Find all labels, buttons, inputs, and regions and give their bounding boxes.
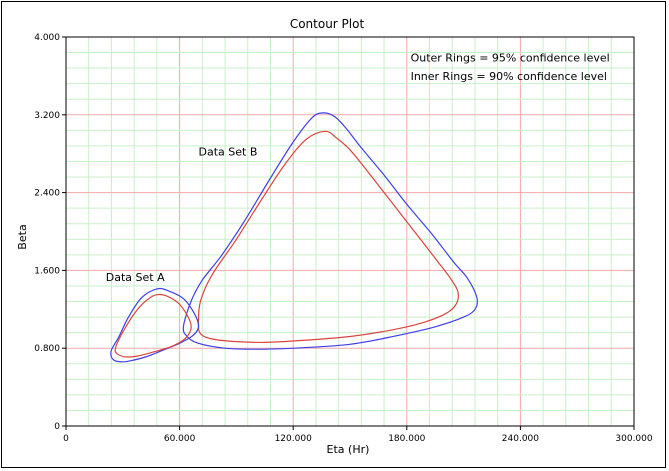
x-tick-label: 240.000 [502,434,539,444]
y-tick-label: 2.400 [34,189,60,199]
x-tick-label: 0 [63,434,69,444]
x-tick-label: 120.000 [275,434,312,444]
chart-annotation: Data Set A [106,271,165,284]
y-tick-label: 4.000 [34,33,60,43]
chart-annotation: Data Set B [199,146,258,159]
contour-set-a-outer-95 [110,287,200,363]
x-tick-label: 180.000 [388,434,425,444]
y-tick-label: 1.600 [34,266,60,276]
y-tick-label: 0.800 [34,344,60,354]
contour-set-b-outer-95 [182,112,479,350]
y-tick-label: 3.200 [34,111,60,121]
chart-annotation: Outer Rings = 95% confidence level [411,51,610,64]
chart-annotation: Inner Rings = 90% confidence level [411,70,607,83]
x-axis-label: Eta (Hr) [327,443,370,456]
contour-set-b-inner-90 [197,130,459,344]
x-tick-label: 300.000 [615,434,652,444]
contour-set-a-inner-90 [114,293,192,358]
y-axis-label: Beta [16,224,29,249]
chart-title: Contour Plot [290,17,365,31]
plot-area-border [65,36,635,427]
y-tick-label: 0 [54,422,60,432]
x-tick-label: 60.000 [164,434,196,444]
